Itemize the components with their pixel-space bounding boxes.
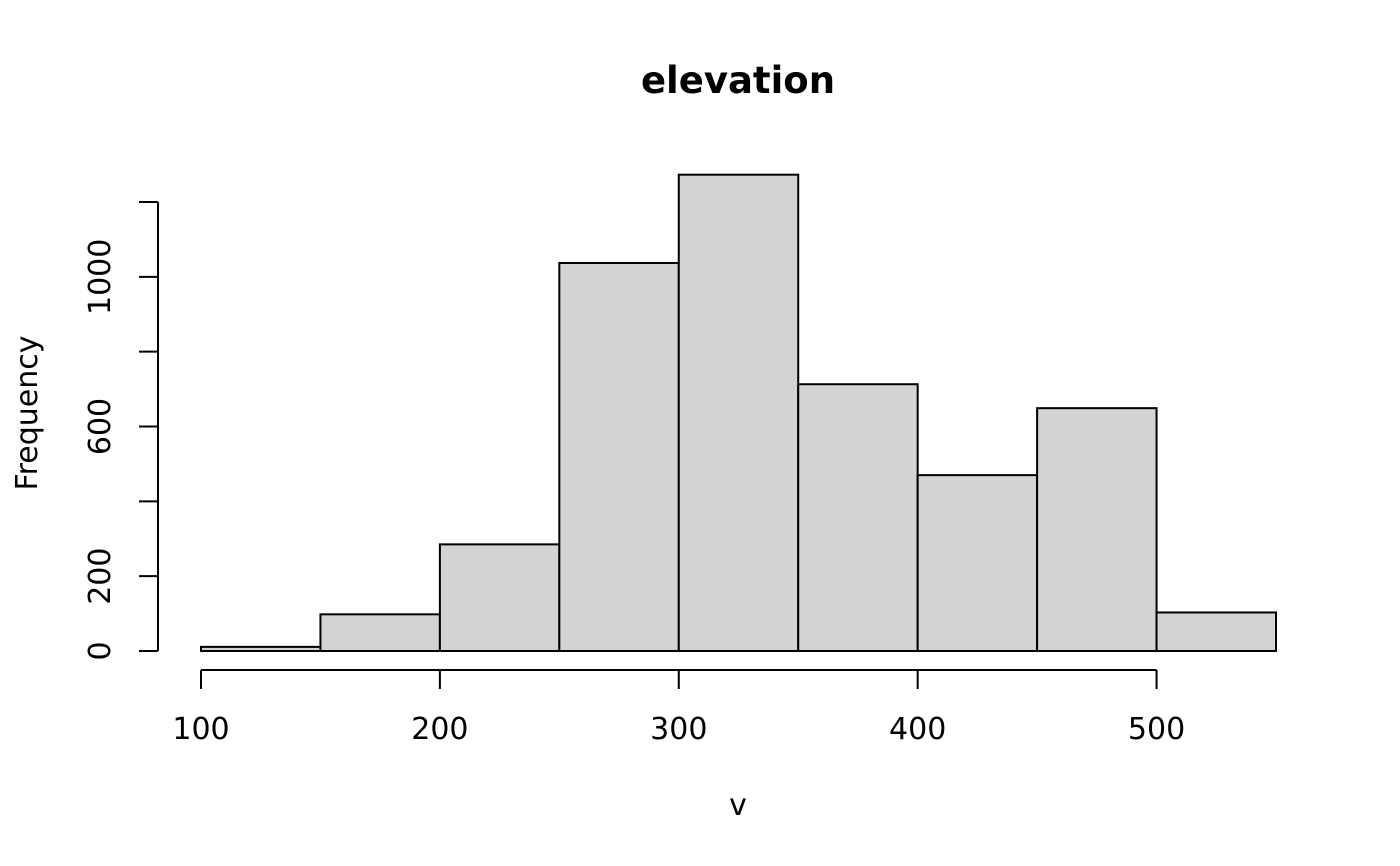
histogram-bar [558,261,680,652]
y-tick-label: 0 [83,641,118,660]
histogram-bar [677,173,800,653]
x-tick-label: 300 [650,712,707,747]
chart-title: elevation [641,59,835,102]
x-tick-label: 100 [172,712,229,747]
x-tick-label: 500 [1128,712,1185,747]
x-tick-label: 200 [411,712,468,747]
x-tick-label: 400 [889,712,946,747]
histogram-bar [319,613,441,652]
bars-group [200,173,1277,653]
y-tick-label: 200 [83,548,118,605]
y-axis: 0 200 600 1000 [83,201,159,661]
x-axis: 100 200 300 400 500 [172,669,1185,747]
histogram-bar [1036,407,1158,652]
histogram-bar [797,383,919,652]
x-axis-label: v [729,788,747,823]
histogram-bar [200,645,322,652]
histogram-bar [916,474,1039,652]
y-tick-label: 1000 [83,239,118,315]
y-tick-label: 600 [83,398,118,455]
histogram-bar [438,543,561,652]
histogram-bar [1155,611,1277,652]
y-axis-label: Frequency [10,336,45,491]
